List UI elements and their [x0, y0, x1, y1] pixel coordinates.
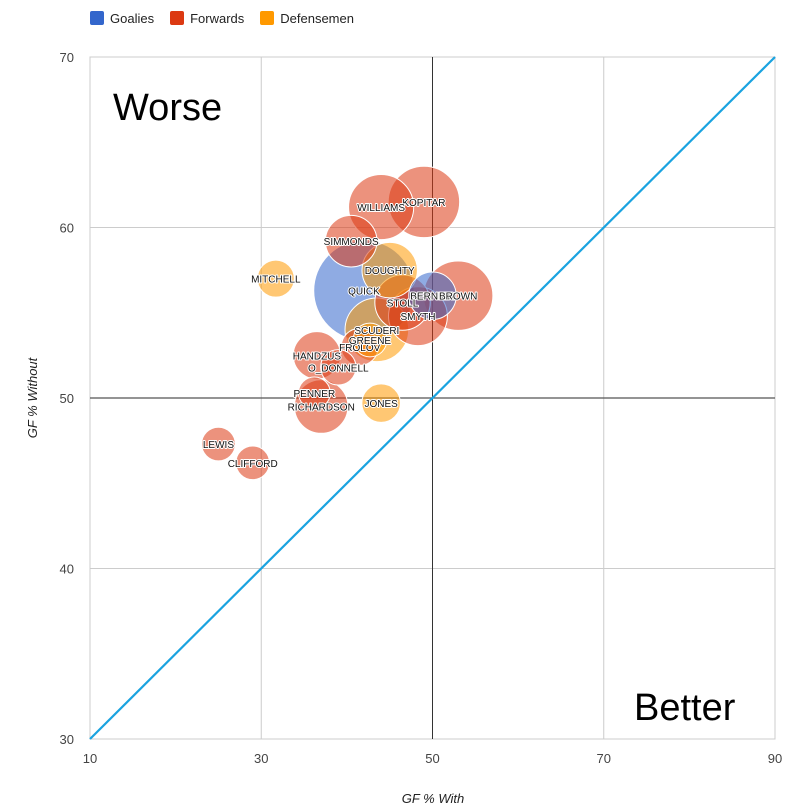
bubble-label-quick: QUICK — [348, 287, 380, 298]
bubble-bernier[interactable] — [408, 271, 457, 320]
bubble-label-clifford: CLIFFORD — [228, 459, 278, 470]
bubble-label-mitchell: MITCHELL — [251, 275, 301, 286]
bubble-label-simmonds: SIMMONDS — [324, 237, 379, 248]
x-tick-label: 30 — [254, 751, 268, 766]
bubble-mitchell[interactable] — [256, 259, 295, 298]
bubble-label-bernier: BERNIER — [410, 292, 454, 303]
x-tick-label: 50 — [425, 751, 439, 766]
bubble-doughty[interactable] — [361, 241, 418, 299]
bubble-label-penner: PENNER — [293, 389, 335, 400]
y-tick-label: 50 — [60, 391, 74, 406]
zone-label-better: Better — [634, 687, 736, 729]
bubble-jones[interactable] — [361, 383, 401, 423]
legend-item-goalies[interactable]: Goalies — [90, 11, 154, 26]
bubble-o-donnell[interactable] — [320, 349, 357, 386]
y-tick-label: 40 — [60, 562, 74, 577]
y-tick-label: 60 — [60, 221, 74, 236]
bubble-label-williams: WILLIAMS — [357, 203, 405, 214]
bubble-label-smyth: SMYTH — [400, 312, 435, 323]
y-tick-label: 30 — [60, 732, 74, 747]
x-tick-label: 70 — [597, 751, 611, 766]
bubble-simmonds[interactable] — [324, 214, 378, 268]
bubble-label-jones: JONES — [364, 399, 398, 410]
bubble-label-stoll: STOLL — [387, 299, 419, 310]
bubble-greene[interactable] — [352, 322, 388, 358]
x-tick-label: 90 — [768, 751, 782, 766]
bubble-label-frolov: FROLOV — [339, 343, 380, 354]
legend-label-goalies: Goalies — [110, 10, 155, 26]
bubble-lewis[interactable] — [201, 426, 236, 462]
y-tick-label: 70 — [60, 50, 74, 65]
bubble-label-handzus: HANDZUS — [293, 351, 342, 362]
bubble-label-richardson: RICHARDSON — [288, 403, 355, 414]
x-axis-title: GF % With — [402, 791, 465, 806]
legend-item-forwards[interactable]: Forwards — [170, 11, 244, 26]
bubble-label-scuderi: SCUDERI — [354, 326, 399, 337]
legend-swatch-forwards — [170, 11, 185, 25]
bubble-label-greene: GREENE — [349, 336, 392, 347]
chart-legend: Goalies Forwards Defensemen — [90, 8, 354, 28]
legend-swatch-goalies — [90, 11, 104, 25]
y-axis-title: GF % Without — [25, 356, 40, 438]
bubble-penner[interactable] — [297, 376, 331, 410]
bubble-label-o-donnell: O_DONNELL — [308, 363, 369, 374]
bubble-label-brown: BROWN — [439, 292, 477, 303]
legend-label-forwards: Forwards — [190, 10, 245, 26]
legend-swatch-defensemen — [260, 11, 275, 25]
diagonal-reference-line — [89, 56, 776, 740]
x-tick-label: 10 — [83, 751, 97, 766]
zone-label-worse: Worse — [113, 87, 222, 129]
bubble-clifford[interactable] — [235, 445, 271, 481]
legend-item-defensemen[interactable]: Defensemen — [260, 11, 354, 26]
bubbles — [201, 165, 494, 481]
legend-label-defensemen: Defensemen — [280, 10, 354, 26]
axis-ticks: 10 30 50 70 90 30 40 50 60 70 — [60, 50, 783, 766]
bubble-label-lewis: LEWIS — [203, 440, 234, 451]
bubble-label-kopitar: KOPITAR — [402, 198, 445, 209]
bubble-label-doughty: DOUGHTY — [365, 266, 415, 277]
